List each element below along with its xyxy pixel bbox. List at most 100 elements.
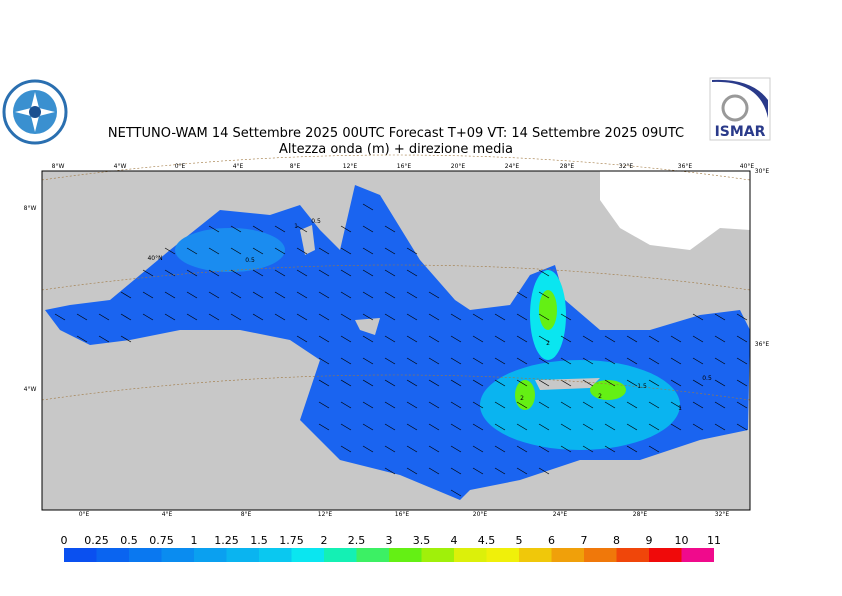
arrow bbox=[516, 357, 528, 365]
arrow bbox=[626, 423, 638, 431]
arrow bbox=[714, 423, 726, 431]
arrow bbox=[274, 291, 286, 299]
arrow bbox=[384, 401, 396, 409]
colorbar-label: 0.75 bbox=[149, 534, 174, 547]
arrow bbox=[362, 423, 374, 431]
outer-sea bbox=[600, 171, 750, 250]
arrow bbox=[714, 379, 726, 387]
arrow bbox=[384, 423, 396, 431]
colorbar-label: 3.5 bbox=[413, 534, 431, 547]
arrow bbox=[450, 445, 462, 453]
colorbar-label: 3 bbox=[386, 534, 393, 547]
arrow bbox=[164, 291, 176, 299]
arrow bbox=[560, 445, 572, 453]
arrow bbox=[648, 379, 660, 387]
top-lon-label: 20°E bbox=[451, 163, 466, 170]
arrow bbox=[494, 357, 506, 365]
bottom-lon-label: 32°E bbox=[715, 511, 730, 518]
arrow bbox=[538, 423, 550, 431]
arrow bbox=[516, 445, 528, 453]
arrow bbox=[362, 401, 374, 409]
arrow bbox=[230, 225, 242, 233]
direction-arrows bbox=[54, 203, 748, 497]
arrow bbox=[604, 445, 616, 453]
arrow bbox=[362, 291, 374, 299]
arrow bbox=[648, 335, 660, 343]
arrow bbox=[252, 291, 264, 299]
arrow bbox=[560, 357, 572, 365]
colorbar-label: 10 bbox=[675, 534, 689, 547]
arrow bbox=[494, 335, 506, 343]
title: NETTUNO-WAM 14 Settembre 2025 00UTC Fore… bbox=[108, 126, 684, 141]
colorbar-swatch bbox=[551, 548, 584, 562]
arrow bbox=[318, 401, 330, 409]
top-lon-label: 16°E bbox=[397, 163, 412, 170]
colorbar-label: 8 bbox=[613, 534, 620, 547]
colorbar-label: 11 bbox=[707, 534, 721, 547]
bottom-lon-label: 24°E bbox=[553, 511, 568, 518]
colorbar-label: 1.25 bbox=[214, 534, 239, 547]
arrow bbox=[318, 291, 330, 299]
colorbar-swatch bbox=[161, 548, 194, 562]
arrow bbox=[472, 445, 484, 453]
arrow bbox=[340, 423, 352, 431]
colorbar-swatch bbox=[616, 548, 649, 562]
colorbar-swatch bbox=[324, 548, 357, 562]
logo-text: ISMAR bbox=[715, 124, 766, 140]
arrow bbox=[494, 379, 506, 387]
arrow bbox=[362, 379, 374, 387]
arrow bbox=[538, 467, 550, 475]
arrow bbox=[626, 357, 638, 365]
arrow bbox=[142, 291, 154, 299]
arrow bbox=[142, 313, 154, 321]
arrow bbox=[538, 401, 550, 409]
contour-label: 2 bbox=[546, 340, 550, 347]
arrow bbox=[384, 467, 396, 475]
arrow bbox=[340, 313, 352, 321]
colorbar-label: 5 bbox=[516, 534, 523, 547]
arrow bbox=[208, 269, 220, 277]
colorbar-swatch bbox=[259, 548, 292, 562]
arrow bbox=[230, 313, 242, 321]
top-lon-label: 36°E bbox=[678, 163, 693, 170]
arrow bbox=[494, 445, 506, 453]
bottom-lon-label: 20°E bbox=[473, 511, 488, 518]
arrow bbox=[428, 335, 440, 343]
left-lat-label: 4°W bbox=[24, 386, 37, 393]
arrow bbox=[230, 291, 242, 299]
arrow bbox=[362, 357, 374, 365]
arrow bbox=[406, 291, 418, 299]
top-lon-label: 0°E bbox=[175, 163, 186, 170]
arrow bbox=[406, 335, 418, 343]
arrow bbox=[450, 357, 462, 365]
top-lon-label: 24°E bbox=[505, 163, 520, 170]
arrow bbox=[736, 313, 748, 321]
top-lon-label: 32°E bbox=[619, 163, 634, 170]
arrow bbox=[384, 357, 396, 365]
colorbar-swatch bbox=[129, 548, 162, 562]
arrow bbox=[516, 335, 528, 343]
arrow bbox=[582, 379, 594, 387]
arrow bbox=[450, 379, 462, 387]
arrow bbox=[560, 313, 572, 321]
colorbar-label: 2 bbox=[321, 534, 328, 547]
arrow bbox=[692, 313, 704, 321]
colorbar-label: 1.75 bbox=[279, 534, 304, 547]
colorbar-label: 7 bbox=[581, 534, 588, 547]
arrow bbox=[714, 313, 726, 321]
arrow bbox=[252, 247, 264, 255]
top-lon-label: 4°W bbox=[114, 163, 127, 170]
arrow bbox=[230, 247, 242, 255]
arrow bbox=[340, 225, 352, 233]
arrow bbox=[428, 401, 440, 409]
contour-label: 0.5 bbox=[245, 257, 255, 264]
arrow bbox=[340, 445, 352, 453]
colorbar-swatch bbox=[96, 548, 129, 562]
arrow bbox=[384, 379, 396, 387]
arrow bbox=[692, 335, 704, 343]
arrow bbox=[692, 357, 704, 365]
arrow bbox=[450, 401, 462, 409]
arrow bbox=[428, 423, 440, 431]
top-right-label: 30°E bbox=[755, 168, 770, 175]
